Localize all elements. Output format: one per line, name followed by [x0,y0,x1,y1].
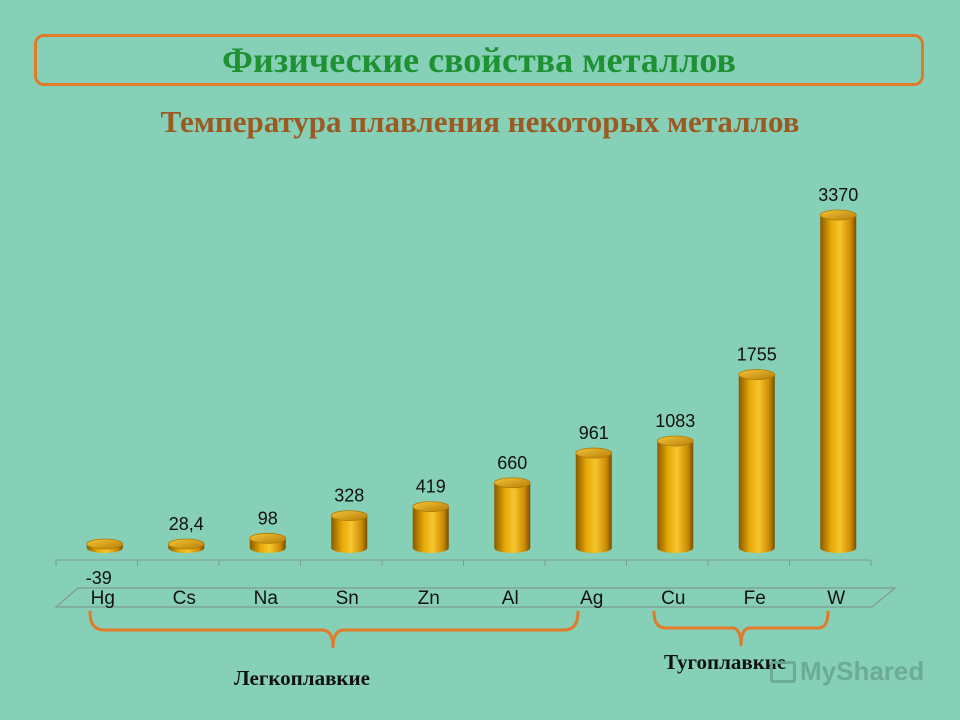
bar-al [494,482,531,553]
category-label: Al [502,588,519,609]
value-label: 98 [258,508,278,528]
bar-cap [738,369,776,380]
category-label: Zn [418,588,440,609]
category-label: Ag [580,588,603,609]
category-label: Sn [336,588,359,609]
bar-zn [412,506,449,553]
bar-cap [412,501,450,512]
watermark: MyShared [770,656,924,687]
category-label: Hg [91,588,115,609]
fusible-brace [88,610,580,649]
page-title: Физические свойства металлов [222,40,736,80]
category-label: W [827,588,845,609]
category-label: Na [254,588,279,609]
value-label: 1755 [737,345,777,365]
bar-w [820,215,857,553]
chart-subtitle: Температура плавления некоторых металлов [160,104,800,139]
value-label: 1083 [655,411,695,431]
bar-cap [249,532,287,544]
refractory-group-label: Тугоплавкие [664,650,787,674]
value-label: 328 [334,486,364,506]
fusible-group-label: Легкоплавкие [234,666,370,690]
category-label: Fe [744,588,766,609]
category-label: Cu [661,588,685,609]
watermark-icon [770,660,796,683]
bar-ag [575,453,612,553]
bar-cap [86,538,124,550]
watermark-text: MyShared [800,656,925,686]
value-label: 660 [497,453,527,473]
bar-cap [493,477,531,489]
category-label: Cs [173,588,196,609]
category-band [54,587,897,608]
bar-fe [738,374,775,553]
value-label: -39 [86,568,112,588]
bar-cap [575,447,613,459]
value-label: 961 [579,423,609,443]
value-label: 3370 [818,185,858,205]
bar-cap [330,510,368,521]
value-label: 28,4 [169,514,204,534]
refractory-brace [652,610,830,647]
bar-cap [819,209,857,221]
bar-cap [656,435,694,447]
value-label: 419 [416,477,446,497]
bar-sn [331,515,368,553]
bar-cap [167,538,205,550]
bar-cu [657,440,694,553]
title-frame: Физические свойства металлов [34,34,924,86]
